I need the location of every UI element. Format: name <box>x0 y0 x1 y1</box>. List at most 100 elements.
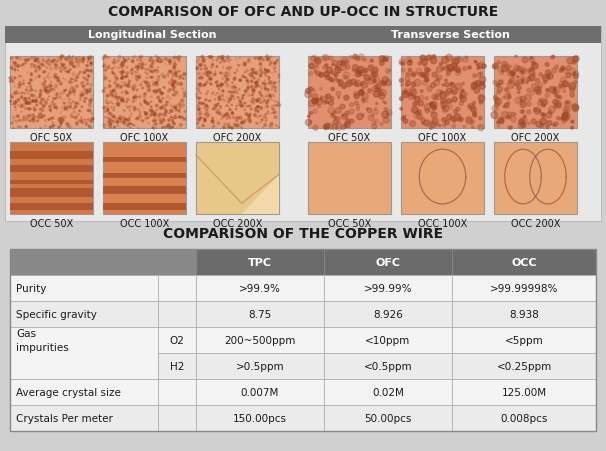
Circle shape <box>231 105 232 106</box>
Circle shape <box>265 76 267 78</box>
Circle shape <box>465 117 472 123</box>
Circle shape <box>424 104 431 111</box>
Circle shape <box>268 114 269 115</box>
Circle shape <box>479 73 482 76</box>
Circle shape <box>436 90 442 97</box>
Circle shape <box>87 120 88 121</box>
Circle shape <box>473 112 476 116</box>
Circle shape <box>554 95 557 97</box>
Circle shape <box>419 73 423 77</box>
Circle shape <box>271 113 272 114</box>
Circle shape <box>561 67 565 71</box>
Circle shape <box>60 56 62 59</box>
Circle shape <box>182 89 184 90</box>
Circle shape <box>431 122 437 128</box>
Circle shape <box>259 59 262 62</box>
Circle shape <box>541 113 544 116</box>
Circle shape <box>413 103 416 106</box>
Circle shape <box>551 56 554 60</box>
Circle shape <box>198 123 199 124</box>
Circle shape <box>50 68 52 71</box>
Circle shape <box>144 101 145 103</box>
Circle shape <box>107 103 108 105</box>
Circle shape <box>87 91 88 92</box>
Circle shape <box>384 59 386 61</box>
Circle shape <box>119 97 122 100</box>
Circle shape <box>123 110 124 111</box>
Circle shape <box>22 120 24 122</box>
Bar <box>452 327 596 353</box>
Circle shape <box>162 74 163 75</box>
Circle shape <box>127 107 129 109</box>
Circle shape <box>157 90 158 91</box>
Circle shape <box>258 111 259 113</box>
Circle shape <box>228 62 229 63</box>
Circle shape <box>246 106 247 108</box>
Circle shape <box>204 119 206 121</box>
Circle shape <box>154 71 156 73</box>
Circle shape <box>107 118 109 120</box>
Circle shape <box>259 70 262 72</box>
Circle shape <box>341 114 348 120</box>
Circle shape <box>474 81 481 87</box>
Circle shape <box>68 99 70 101</box>
Circle shape <box>160 120 161 122</box>
Circle shape <box>136 91 137 92</box>
Circle shape <box>196 97 198 99</box>
Circle shape <box>48 74 50 75</box>
Circle shape <box>112 90 115 93</box>
Circle shape <box>448 69 451 72</box>
Circle shape <box>416 102 419 106</box>
Circle shape <box>13 62 15 64</box>
Circle shape <box>416 111 421 115</box>
Circle shape <box>62 120 64 123</box>
Circle shape <box>405 77 410 82</box>
Circle shape <box>25 126 28 129</box>
Circle shape <box>56 95 58 97</box>
Circle shape <box>276 125 277 127</box>
Circle shape <box>108 126 112 129</box>
Circle shape <box>159 92 161 94</box>
Circle shape <box>239 89 240 91</box>
Circle shape <box>164 114 165 115</box>
Circle shape <box>57 59 59 61</box>
Bar <box>452 249 596 276</box>
Circle shape <box>432 106 436 111</box>
Circle shape <box>202 60 205 62</box>
Circle shape <box>26 103 28 105</box>
Circle shape <box>264 73 266 75</box>
Circle shape <box>103 65 106 68</box>
Circle shape <box>241 122 243 124</box>
Circle shape <box>52 101 53 103</box>
Text: <10ppm: <10ppm <box>365 335 411 345</box>
Circle shape <box>59 121 62 124</box>
Circle shape <box>87 110 88 112</box>
Circle shape <box>204 119 206 121</box>
Circle shape <box>68 103 69 104</box>
Circle shape <box>437 76 442 81</box>
Circle shape <box>159 100 161 102</box>
Bar <box>196 57 279 129</box>
Circle shape <box>169 89 171 91</box>
Circle shape <box>348 81 353 87</box>
Circle shape <box>309 64 315 69</box>
Circle shape <box>201 103 203 106</box>
Circle shape <box>241 128 243 129</box>
Text: OFC 50X: OFC 50X <box>328 133 370 143</box>
Circle shape <box>534 87 541 93</box>
Circle shape <box>44 120 46 122</box>
Circle shape <box>70 90 71 91</box>
Circle shape <box>142 88 144 90</box>
Circle shape <box>411 107 418 114</box>
Circle shape <box>414 80 421 87</box>
Circle shape <box>447 89 452 95</box>
Circle shape <box>110 91 112 94</box>
Circle shape <box>508 83 514 89</box>
Circle shape <box>154 91 156 94</box>
Circle shape <box>126 93 127 94</box>
Circle shape <box>260 66 262 69</box>
Circle shape <box>384 108 388 112</box>
Circle shape <box>39 68 41 71</box>
Circle shape <box>13 117 15 119</box>
Circle shape <box>82 95 84 97</box>
